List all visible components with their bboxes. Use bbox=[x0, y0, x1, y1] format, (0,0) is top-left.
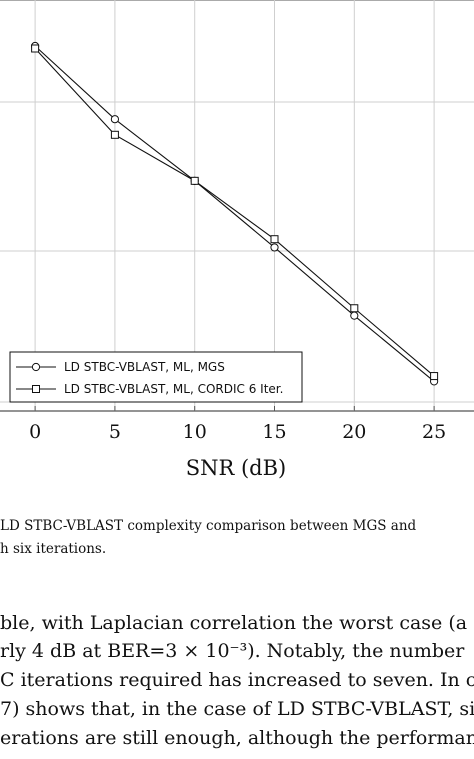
legend-entry-cordic: LD STBC-VBLAST, ML, CORDIC 6 Iter. bbox=[16, 382, 283, 396]
body-text-line-2: rly 4 dB at BER=3 × 10⁻³). Notably, the … bbox=[0, 640, 465, 662]
series-line bbox=[34, 48, 435, 377]
data-point-square bbox=[190, 176, 199, 185]
x-axis-label: SNR (dB) bbox=[186, 456, 287, 480]
legend-label-cordic: LD STBC-VBLAST, ML, CORDIC 6 Iter. bbox=[64, 382, 283, 396]
figure-caption-line-1: LD STBC-VBLAST complexity comparison bet… bbox=[0, 518, 417, 534]
x-tick-label: 15 bbox=[262, 421, 286, 443]
plot-frame bbox=[0, 0, 474, 412]
body-text-line-1: ble, with Laplacian correlation the wors… bbox=[0, 612, 468, 634]
data-point-square bbox=[350, 304, 359, 313]
series-cordic bbox=[31, 44, 439, 381]
circle-marker-icon bbox=[31, 362, 41, 372]
data-point-square bbox=[31, 44, 40, 53]
vertical-gridlines bbox=[34, 0, 435, 411]
legend-entry-mgs: LD STBC-VBLAST, ML, MGS bbox=[16, 360, 225, 374]
x-tick-label: 5 bbox=[109, 421, 121, 443]
x-tick-label: 25 bbox=[422, 421, 446, 443]
data-point-square bbox=[270, 235, 279, 244]
x-tick-label: 0 bbox=[29, 421, 41, 443]
legend-label-mgs: LD STBC-VBLAST, ML, MGS bbox=[64, 360, 225, 374]
x-ticks: 0 5 10 15 20 25 bbox=[29, 406, 446, 443]
figure-caption-line-2: h six iterations. bbox=[0, 541, 107, 557]
body-text-line-4: 7) shows that, in the case of LD STBC-VB… bbox=[0, 698, 474, 720]
data-point-circle bbox=[270, 243, 279, 252]
data-point-square bbox=[110, 130, 119, 139]
series-line bbox=[34, 45, 435, 382]
x-tick-label: 10 bbox=[183, 421, 207, 443]
data-point-circle bbox=[110, 115, 120, 124]
data-point-square bbox=[430, 372, 439, 381]
x-tick-label: 20 bbox=[342, 421, 366, 443]
legend-box bbox=[9, 351, 303, 403]
series-mgs bbox=[31, 41, 439, 386]
square-marker-icon bbox=[32, 385, 40, 393]
complexity-chart: 0 5 10 15 20 25 LD STBC-VBLAST, ML, MGS LD ST… bbox=[0, 0, 474, 480]
body-text-line-5: erations are still enough, although the … bbox=[0, 727, 474, 749]
series-layer bbox=[31, 41, 439, 386]
body-text-line-3: C iterations required has increased to s… bbox=[0, 669, 474, 691]
legend: LD STBC-VBLAST, ML, MGS LD STBC-VBLAST, … bbox=[9, 351, 303, 403]
data-point-circle bbox=[350, 311, 359, 320]
